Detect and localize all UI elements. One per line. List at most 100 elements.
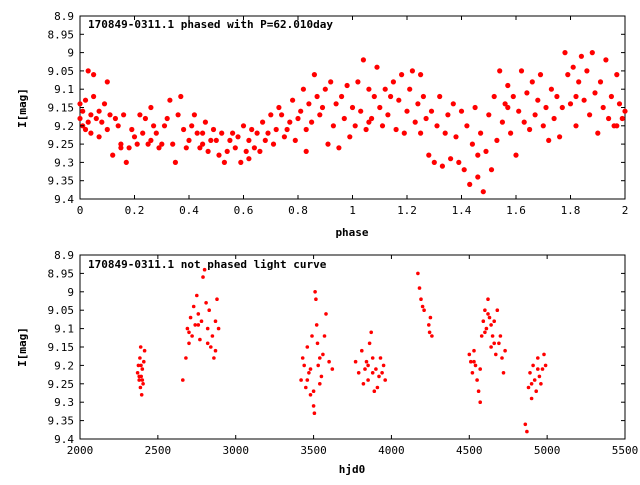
- data-point: [304, 385, 308, 390]
- data-point: [137, 378, 141, 382]
- data-point: [319, 104, 326, 111]
- data-point: [491, 93, 497, 100]
- data-point: [140, 378, 145, 382]
- data-point: [227, 137, 233, 143]
- data-point: [321, 352, 325, 357]
- data-point: [363, 126, 369, 133]
- data-point: [473, 363, 478, 368]
- data-point: [548, 86, 555, 92]
- data-point: [360, 57, 366, 63]
- y-tick-label: 9.1: [54, 83, 74, 96]
- data-point: [370, 371, 375, 375]
- data-point: [77, 115, 83, 122]
- data-point: [603, 57, 609, 63]
- data-point: [396, 97, 402, 103]
- data-point: [478, 130, 484, 136]
- data-point: [344, 82, 350, 89]
- data-point: [377, 374, 381, 379]
- data-point: [415, 101, 421, 107]
- data-point: [140, 367, 145, 371]
- data-point: [99, 119, 105, 125]
- data-point: [492, 319, 497, 324]
- y-tick-label: 9.25: [48, 138, 75, 151]
- data-point: [82, 126, 89, 133]
- data-point: [532, 112, 538, 118]
- data-point: [187, 341, 191, 346]
- data-point: [216, 152, 222, 158]
- data-point: [249, 126, 255, 133]
- data-point: [456, 159, 462, 165]
- y-tick-label: 8.9: [54, 249, 74, 262]
- data-point: [140, 130, 146, 136]
- data-point: [308, 393, 313, 397]
- data-point: [486, 297, 490, 302]
- data-point: [202, 267, 207, 272]
- data-point: [139, 393, 144, 397]
- data-point: [151, 123, 157, 129]
- data-point: [107, 112, 113, 118]
- data-point: [417, 286, 422, 290]
- data-point: [526, 385, 531, 390]
- x-tick-label: 1.4: [452, 204, 472, 217]
- data-point: [576, 79, 582, 85]
- data-point: [204, 301, 208, 305]
- y-tick-label: 9.3: [54, 396, 74, 409]
- data-point: [475, 152, 481, 158]
- data-point: [170, 141, 176, 147]
- data-point: [540, 367, 545, 371]
- unphased-plot-y-label: I[mag]: [16, 327, 29, 367]
- data-point: [246, 156, 252, 162]
- data-point: [570, 64, 576, 70]
- data-point: [159, 141, 165, 147]
- data-point: [434, 123, 440, 129]
- data-point: [325, 141, 331, 147]
- y-tick-label: 9.15: [48, 341, 75, 354]
- data-point: [91, 93, 97, 100]
- data-point: [205, 341, 210, 346]
- data-point: [299, 378, 303, 382]
- data-point: [401, 130, 407, 136]
- data-point: [341, 115, 347, 122]
- data-point: [292, 137, 298, 143]
- data-point: [188, 315, 193, 320]
- data-point: [164, 115, 170, 122]
- data-point: [349, 104, 356, 111]
- unphased-plot-y-ticks: 8.9 8.95 9 9.05 9.1 9.15 9.2 9.25 9.3 9.35 9.4: [48, 249, 625, 446]
- data-point: [472, 359, 476, 364]
- data-point: [141, 382, 145, 386]
- data-point: [213, 137, 219, 143]
- data-point: [486, 312, 490, 316]
- data-point: [305, 378, 310, 382]
- data-point: [559, 104, 565, 111]
- data-point: [328, 79, 334, 85]
- data-point: [501, 371, 506, 375]
- data-point: [606, 115, 612, 122]
- data-point: [91, 72, 97, 78]
- data-point: [567, 101, 574, 107]
- data-point: [317, 112, 323, 118]
- data-point: [399, 72, 405, 78]
- data-point: [110, 152, 116, 158]
- data-point: [370, 356, 375, 360]
- data-point: [404, 108, 410, 114]
- data-point: [205, 148, 211, 154]
- data-point: [539, 382, 543, 386]
- data-point: [388, 93, 394, 100]
- data-point: [537, 72, 544, 78]
- phased-plot-y-label: I[mag]: [16, 88, 29, 128]
- data-point: [104, 126, 110, 133]
- data-point: [178, 93, 184, 100]
- data-point: [375, 385, 380, 390]
- y-tick-label: 9.35: [48, 175, 75, 188]
- data-point: [360, 348, 364, 353]
- data-point: [476, 389, 481, 394]
- data-point: [475, 378, 479, 382]
- data-point: [142, 359, 146, 364]
- x-tick-label: 2: [622, 204, 629, 217]
- y-tick-label: 9.25: [48, 378, 75, 391]
- data-point: [390, 79, 396, 85]
- data-point: [480, 189, 486, 195]
- data-point: [595, 130, 601, 136]
- data-point: [312, 411, 317, 416]
